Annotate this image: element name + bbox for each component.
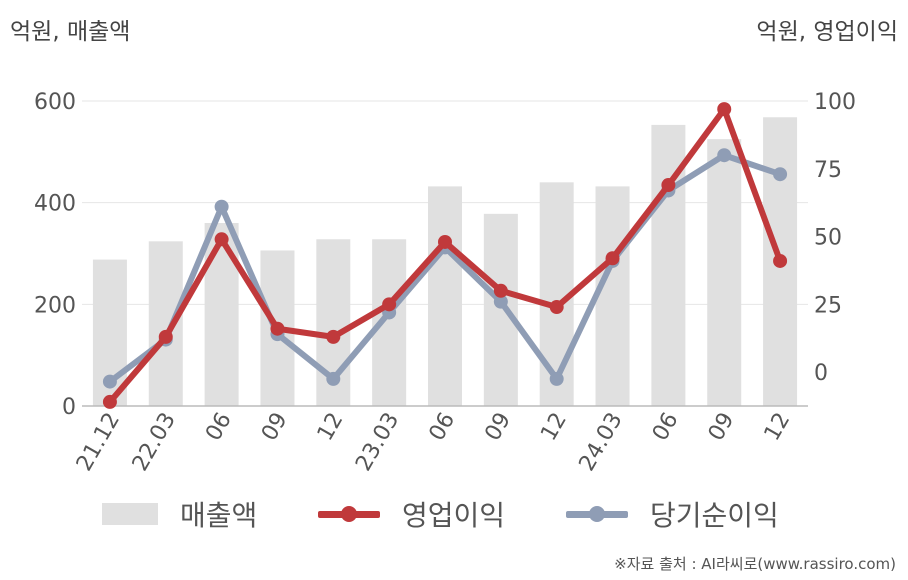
point-operating-profit — [158, 329, 173, 344]
point-net-income — [773, 167, 788, 182]
point-operating-profit — [717, 102, 732, 117]
point-operating-profit — [438, 234, 452, 249]
point-net-income — [102, 374, 117, 389]
x-tick-label: 09 — [704, 409, 740, 446]
x-tick-label: 06 — [425, 409, 461, 446]
x-tick-label: 09 — [480, 409, 516, 446]
legend-item-net-income: 당기순이익 — [566, 492, 779, 536]
x-tick-label: 12 — [760, 409, 796, 446]
legend-label-revenue: 매출액 — [180, 499, 258, 532]
point-net-income — [549, 371, 564, 386]
right-tick-label: 50 — [814, 226, 842, 251]
bar-revenue — [428, 186, 462, 406]
left-tick-label: 0 — [62, 395, 76, 420]
x-tick-label: 23.03 — [351, 409, 404, 476]
x-tick-label: 09 — [257, 409, 293, 446]
point-net-income — [717, 148, 732, 163]
point-operating-profit — [270, 321, 285, 336]
point-net-income — [326, 371, 341, 386]
point-operating-profit — [549, 300, 564, 315]
right-tick-label: 100 — [814, 90, 856, 115]
legend-swatch-operating-profit — [318, 503, 380, 525]
right-axis-title: 억원, 영업이익 — [756, 19, 898, 45]
point-operating-profit — [773, 253, 788, 268]
right-tick-label: 25 — [814, 293, 842, 318]
point-operating-profit — [382, 297, 397, 312]
bar-revenue — [595, 186, 630, 406]
legend-item-revenue: 매출액 — [102, 492, 257, 536]
x-tick-label: 22.03 — [128, 409, 181, 476]
right-tick-label: 75 — [814, 158, 842, 183]
right-tick-label: 0 — [814, 361, 828, 386]
legend-item-operating-profit: 영업이익 — [318, 492, 505, 536]
x-tick-label: 12 — [313, 409, 349, 446]
point-operating-profit — [102, 394, 117, 409]
point-operating-profit — [493, 283, 508, 298]
legend-label-operating-profit: 영업이익 — [402, 499, 506, 532]
legend-swatch-revenue — [102, 503, 158, 525]
legend-swatch-net-income — [566, 503, 628, 525]
bar-revenue — [148, 241, 183, 406]
point-operating-profit — [661, 178, 676, 193]
left-tick-label: 400 — [34, 192, 76, 217]
x-tick-label: 06 — [648, 409, 684, 446]
legend-label-net-income: 당기순이익 — [650, 499, 779, 532]
point-operating-profit — [605, 251, 620, 266]
point-net-income — [493, 294, 508, 309]
left-tick-label: 600 — [34, 90, 76, 115]
point-operating-profit — [214, 232, 229, 247]
bar-revenue — [707, 139, 742, 406]
bar-revenue — [483, 213, 518, 406]
left-tick-label: 200 — [34, 293, 76, 318]
chart-legend: 매출액 영업이익 당기순이익 — [0, 492, 908, 536]
point-net-income — [214, 199, 229, 214]
left-axis-title: 억원, 매출액 — [10, 19, 131, 45]
x-tick-label: 24.03 — [575, 409, 628, 476]
x-tick-label: 12 — [536, 409, 572, 446]
x-tick-label: 06 — [201, 409, 237, 446]
bar-revenue — [204, 223, 239, 406]
x-tick-label: 21.12 — [72, 409, 125, 476]
source-note: ※자료 출처 : AI라씨로(www.rassiro.com) — [614, 555, 896, 573]
point-operating-profit — [326, 329, 341, 344]
